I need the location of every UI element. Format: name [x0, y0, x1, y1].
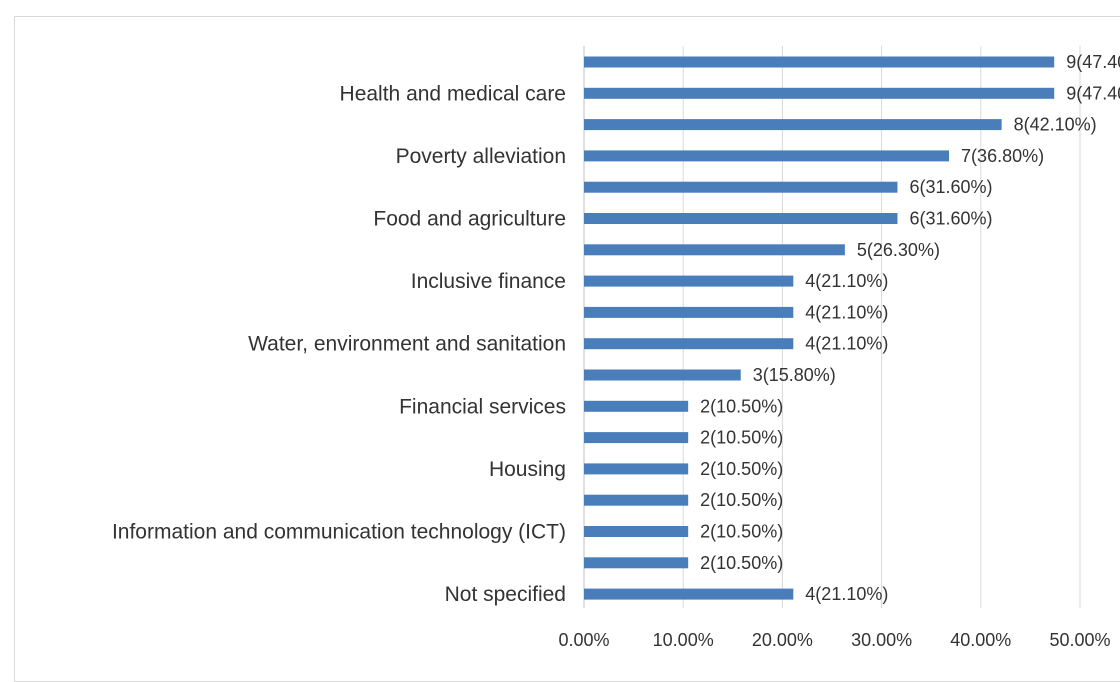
x-tick-label-1: 10.00% — [653, 630, 714, 650]
data-label-5: 6(31.60%) — [909, 209, 992, 229]
data-label-1: 9(47.40%) — [1066, 83, 1120, 103]
data-labels: 9(47.40%) 9(47.40%) 8(42.10%) 7(36.80%) 6(31… — [700, 52, 1120, 604]
bars — [584, 56, 1055, 600]
bar-13 — [584, 463, 689, 475]
category-label-3: Poverty alleviation — [396, 145, 566, 168]
bar-11 — [584, 400, 689, 412]
category-labels: Health and medical care Poverty alleviati… — [112, 82, 566, 606]
bar-3 — [584, 150, 950, 162]
bar-6 — [584, 244, 845, 256]
data-label-15: 2(10.50%) — [700, 522, 783, 542]
data-label-9: 4(21.10%) — [805, 334, 888, 354]
data-label-11: 2(10.50%) — [700, 396, 783, 416]
bar-1 — [584, 87, 1055, 99]
x-tick-label-3: 30.00% — [851, 630, 912, 650]
bar-4 — [584, 181, 898, 193]
data-label-4: 6(31.60%) — [909, 177, 992, 197]
x-tick-label-0: 0.00% — [558, 630, 609, 650]
data-label-17: 4(21.10%) — [805, 584, 888, 604]
bar-12 — [584, 432, 689, 444]
category-label-17: Not specified — [445, 583, 566, 606]
bar-7 — [584, 275, 794, 287]
category-label-13: Housing — [489, 458, 566, 481]
data-label-7: 4(21.10%) — [805, 271, 888, 291]
bar-8 — [584, 306, 794, 318]
x-axis-tick-labels: 0.00% 10.00% 20.00% 30.00% 40.00% 50.00% — [558, 630, 1110, 650]
bar-16 — [584, 557, 689, 569]
data-label-13: 2(10.50%) — [700, 459, 783, 479]
data-label-8: 4(21.10%) — [805, 302, 888, 322]
bar-0 — [584, 56, 1055, 68]
data-label-2: 8(42.10%) — [1014, 115, 1097, 135]
category-label-5: Food and agriculture — [373, 208, 566, 231]
category-label-11: Financial services — [399, 395, 566, 418]
data-label-16: 2(10.50%) — [700, 553, 783, 573]
bar-9 — [584, 338, 794, 350]
bar-5 — [584, 213, 898, 224]
x-tick-label-4: 40.00% — [950, 630, 1011, 650]
data-label-14: 2(10.50%) — [700, 490, 783, 510]
horizontal-bar-chart: Health and medical care Poverty alleviati… — [112, 46, 1120, 650]
category-label-7: Inclusive finance — [411, 270, 566, 293]
category-label-9: Water, environment and sanitation — [248, 333, 566, 356]
gridlines — [583, 46, 1081, 608]
bar-17 — [584, 588, 794, 600]
data-label-3: 7(36.80%) — [961, 146, 1044, 166]
x-tick-label-2: 20.00% — [752, 630, 813, 650]
category-label-1: Health and medical care — [340, 82, 566, 105]
x-tick-label-5: 50.00% — [1049, 630, 1110, 650]
data-label-0: 9(47.40%) — [1066, 52, 1120, 72]
bar-15 — [584, 526, 689, 537]
bar-10 — [584, 369, 741, 381]
data-label-12: 2(10.50%) — [700, 428, 783, 448]
data-label-10: 3(15.80%) — [753, 365, 836, 385]
data-label-6: 5(26.30%) — [857, 240, 940, 260]
category-label-15: Information and communication technology… — [112, 521, 566, 544]
bar-14 — [584, 494, 689, 506]
bar-2 — [584, 119, 1002, 131]
